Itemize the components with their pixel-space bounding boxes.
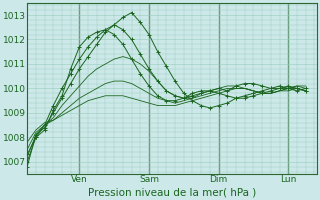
X-axis label: Pression niveau de la mer( hPa ): Pression niveau de la mer( hPa ) xyxy=(88,187,256,197)
